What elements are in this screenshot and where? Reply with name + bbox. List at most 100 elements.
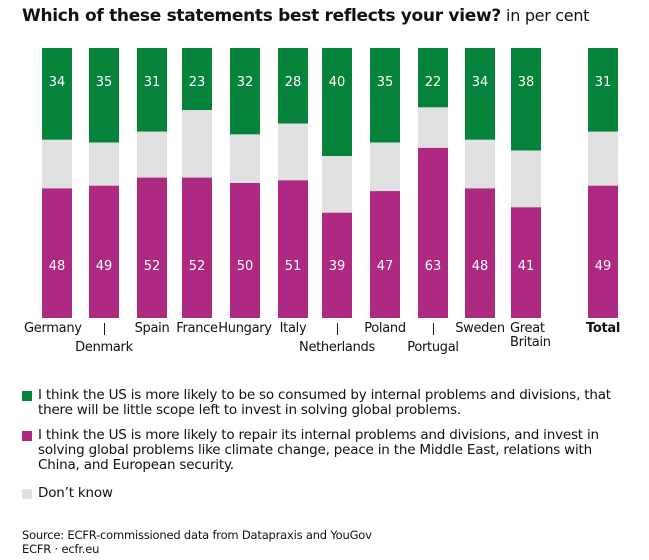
data-label-repair: 47 [377, 259, 394, 274]
category-label: Netherlands [299, 340, 375, 355]
legend-label: I think the US is more likely to repair … [38, 427, 599, 473]
bar-group-sweden: 34 48 [465, 48, 495, 318]
data-label-consumed: 38 [518, 75, 535, 90]
bar-segment-repair [588, 185, 618, 318]
category-label: Total [585, 321, 620, 336]
bar-segment-consumed [418, 48, 448, 108]
data-label-consumed: 28 [285, 75, 302, 90]
bar-segment-consumed [230, 48, 260, 135]
bar-segment-consumed [370, 48, 400, 143]
chart-title: Which of these statements best reflects … [22, 6, 589, 26]
chart-title-unit: in per cent [506, 6, 590, 25]
data-label-repair: 49 [595, 259, 612, 274]
data-label-consumed: 34 [472, 75, 489, 90]
legend-swatch-magenta [22, 431, 32, 441]
data-label-repair: 63 [425, 259, 442, 274]
bar-segment-dont-know [322, 156, 352, 213]
bar-segment-consumed [278, 48, 308, 124]
data-label-repair: 52 [189, 259, 206, 274]
category-label: Poland [364, 321, 406, 336]
bar-group-hungary: 32 50 [230, 48, 260, 318]
bar-segment-repair [322, 212, 352, 318]
data-label-repair: 48 [49, 259, 66, 274]
bar-segment-repair [137, 177, 167, 318]
bar-segment-repair [230, 183, 260, 318]
bar-segment-consumed [89, 48, 119, 143]
category-label: Spain [134, 321, 170, 336]
data-label-consumed: 40 [329, 75, 346, 90]
bar-segment-repair [511, 207, 541, 318]
data-label-repair: 41 [518, 259, 535, 274]
bar-segment-consumed [322, 48, 352, 156]
legend-label: Don’t know [38, 485, 113, 501]
bar-group-poland: 35 47 [370, 48, 400, 318]
source-note: Source: ECFR-commissioned data from Data… [22, 528, 372, 556]
data-label-consumed: 23 [189, 75, 206, 90]
legend-swatch-green [22, 391, 32, 401]
bar-segment-dont-know [418, 107, 448, 148]
category-label: Denmark [75, 340, 133, 355]
category-label: France [176, 321, 218, 336]
bar-segment-repair [278, 180, 308, 318]
category-label: Germany [24, 321, 82, 336]
data-label-repair: 49 [96, 259, 113, 274]
data-label-repair: 39 [329, 259, 346, 274]
bar-group-great-britain: 38 41 [511, 48, 541, 318]
bar-segment-repair [42, 188, 72, 318]
bar-segment-dont-know [465, 139, 495, 189]
legend-item-consumed: I think the US is more likely to be so c… [22, 388, 613, 418]
data-label-repair: 50 [237, 259, 254, 274]
legend-label: I think the US is more likely to be so c… [38, 387, 611, 418]
bar-group-italy: 28 51 [278, 48, 308, 318]
legend-swatch-grey [22, 489, 32, 499]
data-label-repair: 51 [285, 259, 302, 274]
bar-segment-dont-know [278, 123, 308, 181]
bar-segment-dont-know [137, 131, 167, 178]
label-leader-tick [433, 323, 434, 335]
legend-item-repair: I think the US is more likely to repair … [22, 428, 613, 473]
label-leader-tick [104, 323, 105, 335]
bar-segment-repair [182, 177, 212, 318]
bar-segment-consumed [465, 48, 495, 140]
bar-segment-dont-know [89, 142, 119, 186]
source-line: Source: ECFR-commissioned data from Data… [22, 528, 372, 542]
bar-segment-repair [465, 188, 495, 318]
category-label: Hungary [218, 321, 272, 336]
stacked-bar-chart: 34 48 35 49 31 52 23 52 32 50 28 51 40 39 35 47 22 63 34 48… [42, 48, 618, 318]
data-label-repair: 52 [144, 259, 161, 274]
bar-segment-consumed [42, 48, 72, 140]
bar-segment-dont-know [588, 131, 618, 186]
category-label: Sweden [455, 321, 505, 336]
data-label-consumed: 31 [144, 75, 161, 90]
bar-group-portugal: 22 63 [418, 48, 448, 318]
legend-item-dont-know: Don’t know [22, 486, 618, 501]
bar-segment-dont-know [230, 134, 260, 183]
bar-group-total: 31 49 [588, 48, 618, 318]
category-label: Portugal [407, 340, 459, 355]
bar-segment-repair [89, 185, 119, 318]
bar-segment-dont-know [370, 142, 400, 192]
data-label-consumed: 22 [425, 75, 442, 90]
bar-segment-consumed [588, 48, 618, 132]
data-label-consumed: 32 [237, 75, 254, 90]
bar-group-netherlands: 40 39 [322, 48, 352, 318]
bar-group-denmark: 35 49 [89, 48, 119, 318]
bar-segment-dont-know [182, 110, 212, 178]
publisher-line: ECFR · ecfr.eu [22, 542, 100, 556]
data-label-repair: 48 [472, 259, 489, 274]
bar-segment-consumed [137, 48, 167, 132]
data-label-consumed: 35 [377, 75, 394, 90]
bar-group-spain: 31 52 [137, 48, 167, 318]
label-leader-tick [337, 323, 338, 335]
data-label-consumed: 34 [49, 75, 66, 90]
bar-segment-dont-know [511, 150, 541, 208]
data-label-consumed: 31 [595, 75, 612, 90]
bar-segment-dont-know [42, 139, 72, 189]
bar-segment-repair [418, 147, 448, 318]
bar-segment-consumed [182, 48, 212, 111]
bar-group-germany: 34 48 [42, 48, 72, 318]
category-label: Italy [279, 321, 307, 336]
bar-segment-repair [370, 191, 400, 318]
bar-group-france: 23 52 [182, 48, 212, 318]
bar-segment-consumed [511, 48, 541, 151]
